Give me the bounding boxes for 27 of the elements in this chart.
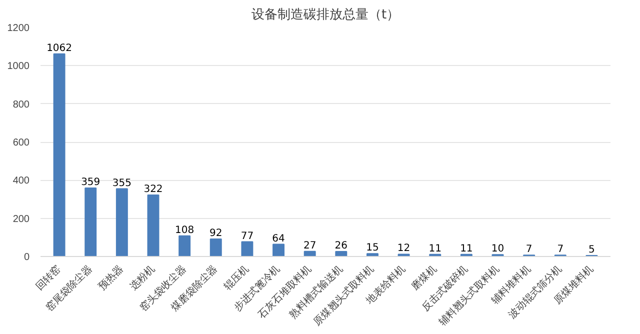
y-tick-label: 200 — [12, 214, 30, 225]
y-tick-label: 1000 — [7, 61, 30, 72]
data-label: 26 — [334, 240, 348, 252]
data-label: 64 — [272, 233, 285, 244]
data-label: 15 — [366, 242, 379, 254]
data-label: 11 — [460, 243, 473, 254]
y-tick-label: 0 — [24, 252, 30, 263]
data-label: 5 — [588, 244, 595, 256]
data-label: 11 — [428, 243, 442, 254]
y-tick-label: 800 — [12, 99, 30, 110]
data-label: 12 — [397, 243, 410, 254]
data-label: 108 — [175, 224, 194, 236]
y-tick-label: 400 — [12, 176, 30, 187]
data-label: 27 — [303, 240, 316, 252]
data-label: 7 — [526, 244, 532, 256]
x-tick-label: 预热器 — [96, 264, 126, 293]
y-tick-label: 600 — [12, 138, 30, 148]
data-label: 10 — [491, 244, 504, 255]
data-label: 92 — [210, 228, 222, 239]
data-label: 1062 — [46, 42, 72, 54]
chart-title: 设备制造碳排放总量（t） — [251, 8, 400, 22]
y-tick-label: 1200 — [7, 23, 30, 34]
data-label: 7 — [557, 244, 564, 256]
data-label: 322 — [144, 184, 163, 196]
data-label: 355 — [112, 178, 132, 189]
data-label: 359 — [81, 176, 100, 188]
data-label: 77 — [240, 230, 254, 242]
